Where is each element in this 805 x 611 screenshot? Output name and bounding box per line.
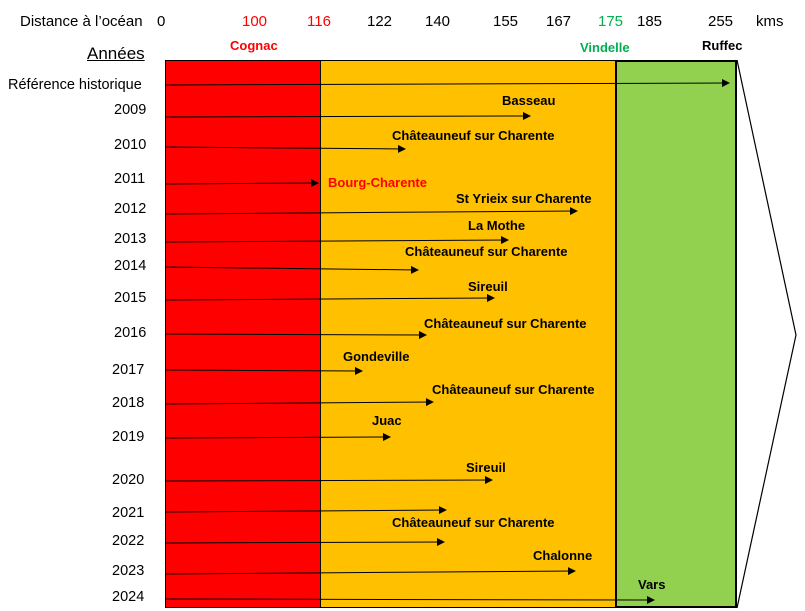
tick-label: 116	[307, 13, 331, 30]
year-label: 2009	[114, 102, 147, 118]
year-label: 2021	[112, 505, 145, 521]
row-arrow-2018	[164, 398, 434, 407]
town-label-cognac: Cognac	[230, 38, 278, 53]
tick-label: 140	[425, 13, 451, 30]
year-label: 2010	[114, 137, 147, 153]
tick-label: 100	[242, 13, 268, 30]
year-label: 2013	[114, 231, 147, 247]
row-arrow-2017	[164, 366, 363, 375]
destination-label: Sireuil	[466, 460, 506, 475]
destination-label: Chalonne	[533, 548, 593, 563]
years-column-title: Années	[87, 44, 145, 63]
reference-row-label: Référence historique	[8, 77, 142, 93]
row-arrow-2024	[164, 595, 655, 604]
distance-axis-title: Distance à l’océan	[20, 13, 143, 30]
row-arrow-2015	[164, 294, 495, 303]
tick-label: 122	[367, 13, 393, 30]
row-arrow-2012	[164, 207, 578, 216]
continuation-chevron	[736, 59, 797, 609]
year-label: 2015	[114, 290, 147, 306]
year-label: 2012	[114, 201, 147, 217]
destination-label: Châteauneuf sur Charente	[392, 515, 555, 530]
row-arrow-2022	[164, 538, 445, 547]
row-arrow-2014	[164, 265, 419, 274]
year-label: 2024	[112, 589, 145, 605]
year-label: 2017	[112, 362, 145, 378]
year-label: 2014	[114, 258, 147, 274]
year-label: 2011	[114, 171, 146, 187]
row-arrow-2010	[164, 144, 406, 153]
destination-label: La Mothe	[468, 218, 526, 233]
town-label-ruffec: Ruffec	[702, 38, 743, 53]
destination-label: St Yrieix sur Charente	[456, 191, 592, 206]
year-label: 2018	[112, 395, 145, 411]
reference-arrow	[164, 79, 730, 88]
row-arrow-2021	[164, 506, 447, 515]
tick-label: 0	[157, 13, 166, 30]
zone-orange	[320, 60, 616, 608]
destination-label: Sireuil	[468, 279, 508, 294]
year-label: 2022	[112, 533, 145, 549]
year-label: 2023	[112, 563, 145, 579]
destination-label: Gondeville	[343, 349, 410, 364]
tick-label: 175	[598, 13, 624, 30]
destination-label: Vars	[638, 577, 666, 592]
destination-label: Juac	[372, 413, 402, 428]
tick-label: 155	[493, 13, 519, 30]
destination-label: Basseau	[502, 93, 556, 108]
row-arrow-2020	[164, 476, 493, 485]
tick-label: 167	[546, 13, 572, 30]
tick-label: 255	[708, 13, 734, 30]
tick-label: 185	[637, 13, 663, 30]
town-label-vindelle: Vindelle	[580, 40, 630, 55]
row-arrow-2011	[164, 179, 319, 188]
destination-label: Châteauneuf sur Charente	[432, 382, 595, 397]
row-arrow-2009	[164, 112, 531, 121]
destination-label: Châteauneuf sur Charente	[405, 244, 568, 259]
row-arrow-2023	[164, 567, 576, 576]
year-label: 2020	[112, 472, 145, 488]
destination-label: Bourg-Charente	[328, 175, 427, 190]
distance-unit-label: kms	[756, 13, 784, 30]
destination-label: Châteauneuf sur Charente	[392, 128, 555, 143]
row-arrow-2013	[164, 236, 509, 245]
row-arrow-2016	[164, 330, 427, 339]
destination-label: Châteauneuf sur Charente	[424, 316, 587, 331]
year-label: 2016	[114, 325, 147, 341]
row-arrow-2019	[164, 433, 391, 442]
zone-green	[615, 60, 737, 608]
year-label: 2019	[112, 429, 145, 445]
